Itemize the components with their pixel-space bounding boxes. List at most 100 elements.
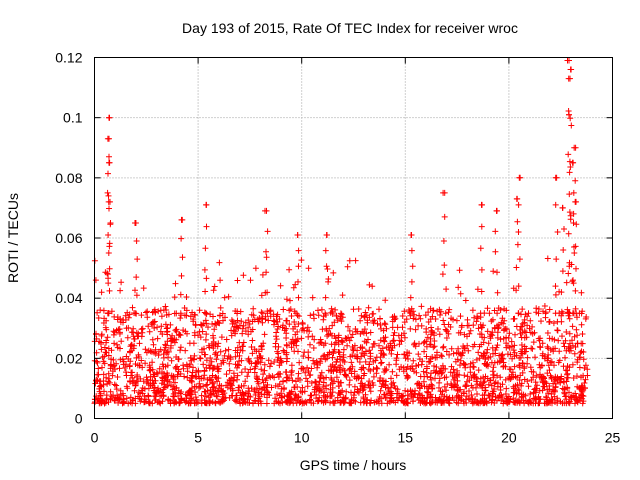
data-point <box>207 392 214 398</box>
data-point <box>360 364 367 371</box>
data-point <box>262 313 269 320</box>
data-point <box>494 372 501 379</box>
data-point <box>278 390 285 397</box>
data-point <box>519 306 526 313</box>
data-point <box>179 254 186 261</box>
data-point <box>533 305 540 312</box>
data-point <box>525 310 532 317</box>
data-point <box>276 362 283 369</box>
data-point <box>144 376 151 383</box>
data-point <box>462 382 469 389</box>
data-point <box>430 307 436 314</box>
data-point <box>361 352 368 359</box>
data-point <box>530 339 537 346</box>
data-point <box>448 315 455 322</box>
data-point <box>387 340 394 347</box>
data-point <box>418 303 425 310</box>
data-point <box>346 257 353 264</box>
data-point <box>477 245 484 252</box>
data-point <box>479 334 486 341</box>
data-point <box>509 355 516 362</box>
data-point <box>255 389 262 396</box>
data-point <box>145 392 152 399</box>
data-point <box>567 394 574 401</box>
data-point <box>470 343 476 350</box>
data-point <box>98 331 105 338</box>
data-point <box>369 283 376 290</box>
data-point <box>277 282 284 289</box>
data-point <box>578 321 585 328</box>
data-point <box>376 377 383 384</box>
data-point <box>333 339 340 346</box>
data-point <box>322 397 329 404</box>
data-point <box>265 357 272 364</box>
data-point <box>448 345 455 352</box>
data-point <box>388 347 395 354</box>
data-point <box>203 382 210 389</box>
data-point <box>361 384 368 391</box>
data-point <box>126 362 133 369</box>
data-point <box>175 387 182 394</box>
data-point <box>155 308 162 315</box>
data-point <box>231 374 238 381</box>
data-point <box>322 310 329 317</box>
data-point <box>487 353 494 360</box>
data-point <box>137 398 144 405</box>
data-point <box>235 387 242 394</box>
data-point <box>221 294 228 301</box>
data-point <box>151 384 158 391</box>
data-point <box>491 307 498 314</box>
data-point <box>202 336 209 343</box>
data-point <box>453 317 460 324</box>
data-point <box>440 343 447 350</box>
data-point <box>246 399 253 406</box>
data-point <box>210 287 217 294</box>
data-point <box>505 342 511 349</box>
data-point <box>546 383 553 389</box>
data-point <box>544 386 551 393</box>
data-point <box>258 343 265 350</box>
data-point <box>305 333 312 340</box>
data-point <box>178 216 185 223</box>
data-point <box>255 348 262 355</box>
data-point <box>352 257 359 264</box>
data-point <box>333 367 340 374</box>
data-point <box>298 365 305 372</box>
data-point <box>460 390 467 397</box>
data-point <box>296 359 303 366</box>
data-point <box>421 348 428 355</box>
data-point <box>570 220 577 226</box>
data-point <box>532 354 538 361</box>
data-point <box>530 395 537 402</box>
data-point <box>506 330 513 337</box>
data-point <box>227 377 234 384</box>
data-point <box>306 328 313 335</box>
data-point <box>200 320 207 327</box>
data-point <box>436 331 443 338</box>
data-point <box>149 319 156 326</box>
data-point <box>162 303 169 310</box>
data-point <box>293 400 300 407</box>
data-point <box>100 358 107 365</box>
data-point <box>310 311 317 318</box>
data-point <box>351 383 358 390</box>
data-point <box>135 393 141 400</box>
data-point <box>427 400 434 407</box>
data-point <box>513 352 520 359</box>
data-point <box>337 369 344 376</box>
data-point <box>114 341 120 348</box>
data-point <box>286 321 293 328</box>
data-point <box>402 387 409 394</box>
data-point <box>181 305 188 311</box>
data-point <box>248 328 254 335</box>
data-point <box>373 370 380 377</box>
data-point <box>404 388 411 395</box>
data-point <box>331 364 338 371</box>
data-point <box>566 209 573 216</box>
data-point <box>377 387 384 394</box>
data-point <box>554 374 561 381</box>
data-point <box>566 315 573 322</box>
data-point <box>424 334 431 341</box>
data-point <box>567 115 574 122</box>
data-point <box>405 307 412 313</box>
